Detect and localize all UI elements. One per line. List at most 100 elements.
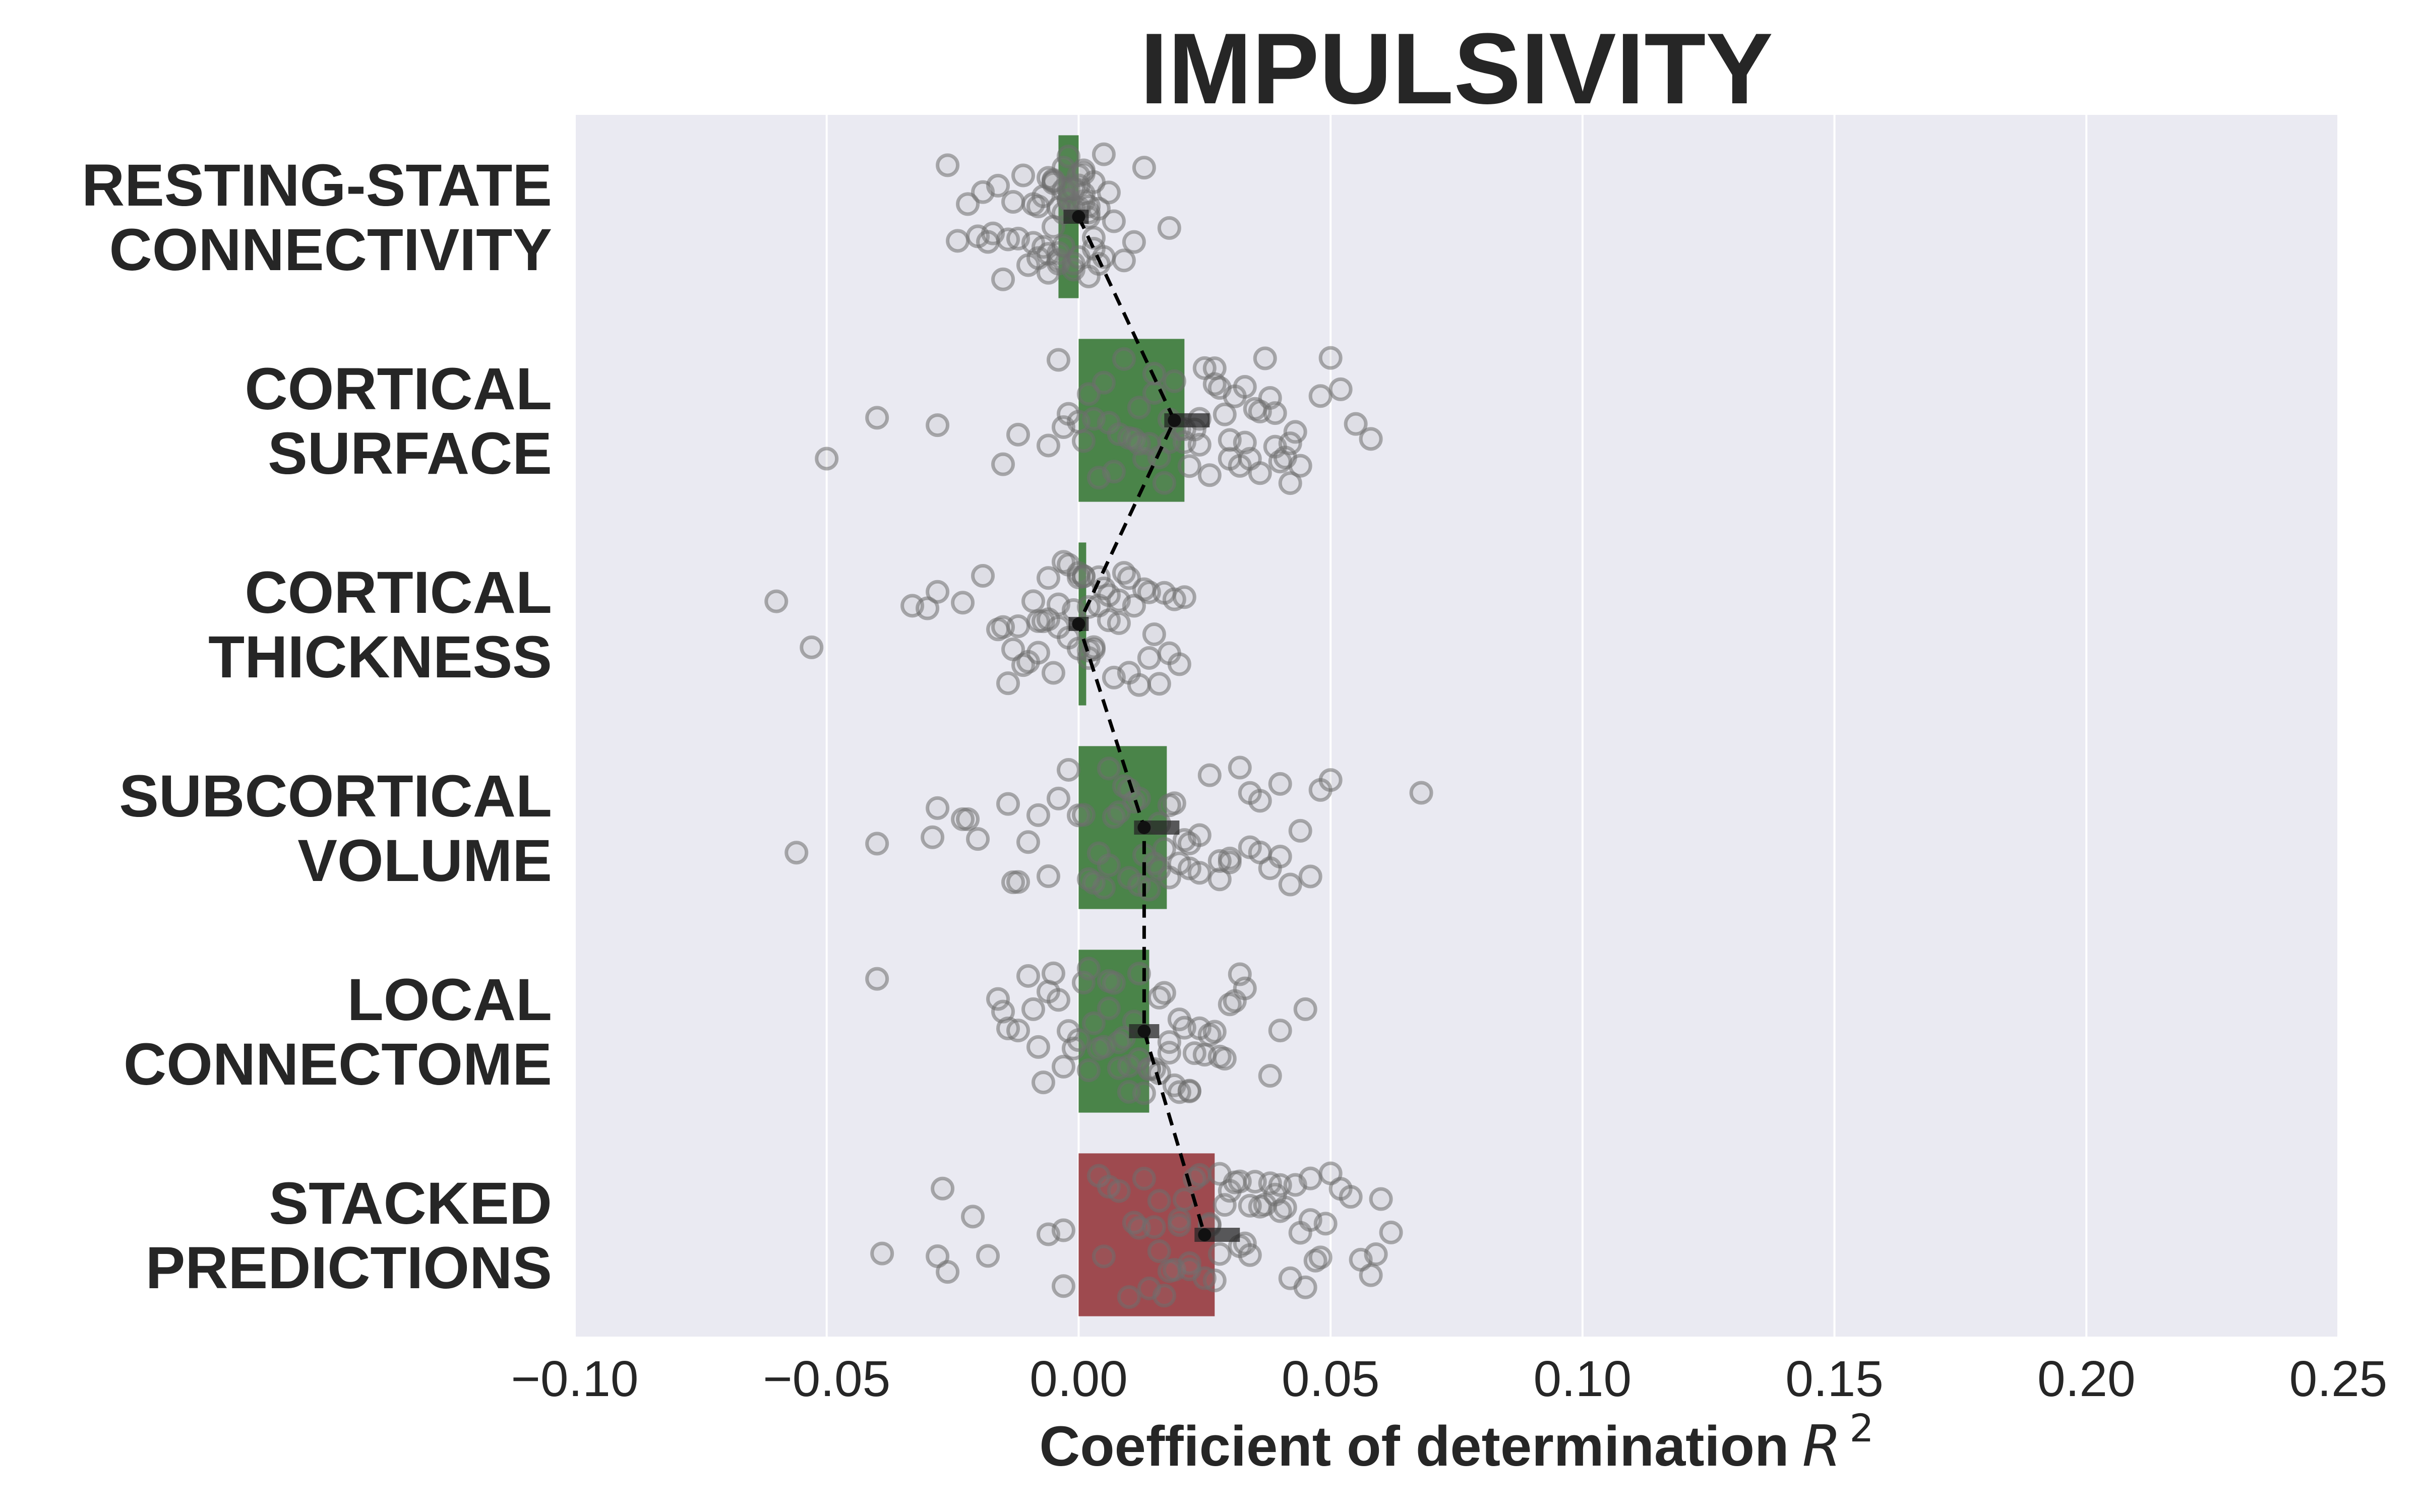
point-3-49	[1318, 768, 1343, 792]
mean-marker-0	[1072, 210, 1085, 223]
point-4-53	[1097, 969, 1121, 993]
point-2-17	[1041, 661, 1065, 685]
point-0-63	[1092, 142, 1116, 166]
point-3-46	[1288, 818, 1312, 843]
point-2-58	[1036, 607, 1060, 632]
point-1-58	[1359, 427, 1383, 451]
category-label-0-line-0: RESTING-STATE	[82, 152, 552, 219]
grid	[574, 115, 2339, 1337]
point-1-46	[1253, 346, 1277, 370]
point-5-7	[1051, 1274, 1075, 1298]
point-4-48	[1233, 976, 1257, 1000]
point-0-3	[991, 267, 1015, 291]
x-tick-label-5: 0.15	[1785, 1351, 1884, 1407]
point-5-62	[1177, 1257, 1201, 1282]
point-5-20	[1152, 1284, 1176, 1308]
category-label-1-line-1: SURFACE	[268, 420, 552, 487]
x-tick-labels: −0.10 −0.05 0.00 0.05 0.10 0.15 0.20 0.25	[511, 1351, 2387, 1407]
point-2-0	[764, 589, 789, 613]
point-0-53	[986, 173, 1010, 198]
point-3-10	[1016, 830, 1040, 854]
point-4-15	[1066, 1028, 1091, 1052]
category-label-1-line-0: CORTICAL	[245, 356, 552, 422]
point-2-52	[1097, 583, 1121, 607]
point-3-11	[1026, 803, 1050, 827]
category-label-4: LOCAL CONNECTOME	[124, 967, 552, 1098]
category-labels: RESTING-STATE CONNECTIVITY CORTICAL SURFACE…	[82, 152, 552, 1301]
category-label-2: CORTICAL THICKNESS	[208, 559, 552, 690]
x-tick-label-4: 0.10	[1534, 1351, 1632, 1407]
point-3-3	[926, 796, 950, 820]
point-4-49	[1258, 1064, 1282, 1088]
point-4-32	[1152, 981, 1176, 1005]
point-5-16	[1132, 1166, 1156, 1190]
point-5-61	[1147, 1189, 1171, 1213]
mean-marker-5	[1198, 1228, 1212, 1241]
point-4-27	[1127, 962, 1151, 986]
point-2-3	[916, 596, 940, 620]
point-2-40	[1142, 622, 1166, 647]
point-3-2	[921, 825, 945, 849]
point-1-64	[1278, 431, 1302, 456]
point-0-43	[1097, 180, 1121, 205]
category-label-3-line-0: SUBCORTICAL	[119, 763, 552, 830]
point-1-11	[1076, 382, 1101, 406]
category-label-0: RESTING-STATE CONNECTIVITY	[82, 152, 552, 283]
point-1-28	[1162, 369, 1186, 393]
point-5-19	[1147, 1239, 1171, 1264]
point-2-37	[1127, 673, 1151, 697]
point-3-12	[1036, 864, 1060, 889]
point-4-21	[1097, 996, 1121, 1021]
point-5-37	[1238, 1243, 1262, 1267]
point-5-4	[961, 1205, 985, 1229]
point-3-58	[1086, 841, 1111, 865]
point-3-62	[1207, 849, 1232, 873]
point-5-67	[1167, 1213, 1191, 1237]
point-4-56	[1157, 1030, 1181, 1054]
point-4-11	[1046, 988, 1070, 1012]
chart-title: IMPULSIVITY	[1140, 13, 1773, 125]
point-0-56	[1026, 195, 1050, 219]
point-3-64	[1268, 772, 1292, 796]
point-5-58	[1364, 1242, 1388, 1267]
x-tick-label-7: 0.25	[2289, 1351, 2388, 1407]
point-3-47	[1298, 864, 1322, 889]
category-label-2-line-1: THICKNESS	[208, 624, 552, 690]
point-1-35	[1197, 463, 1222, 487]
point-5-12	[1107, 1179, 1131, 1203]
point-1-38	[1213, 402, 1237, 426]
point-5-60	[1379, 1220, 1403, 1244]
point-2-8	[996, 671, 1020, 696]
point-1-68	[1233, 430, 1257, 455]
point-1-33	[1187, 432, 1212, 457]
point-2-36	[1122, 594, 1146, 618]
point-0-65	[1061, 177, 1085, 201]
point-5-49	[1298, 1166, 1322, 1190]
point-0-45	[1112, 248, 1136, 273]
point-1-1	[865, 406, 889, 430]
point-4-5	[1016, 964, 1040, 988]
category-label-5: STACKED PREDICTIONS	[146, 1170, 552, 1301]
point-0-50	[946, 229, 970, 253]
x-tick-label-1: −0.05	[763, 1351, 890, 1407]
point-5-27	[1187, 1163, 1212, 1187]
point-1-53	[1288, 454, 1312, 478]
point-2-4	[926, 580, 950, 604]
point-3-51	[1076, 867, 1101, 891]
point-5-31	[1207, 1242, 1232, 1266]
point-1-31	[1177, 454, 1201, 478]
point-2-47	[991, 615, 1015, 639]
point-4-42	[1202, 1020, 1227, 1044]
point-3-63	[1238, 781, 1262, 805]
point-0-52	[976, 230, 1000, 254]
point-3-0	[784, 841, 809, 865]
point-1-42	[1233, 375, 1257, 399]
point-3-54	[1157, 793, 1181, 817]
point-2-55	[1056, 552, 1080, 577]
point-4-12	[1051, 1054, 1075, 1079]
point-1-56	[1328, 377, 1353, 401]
point-3-60	[1147, 857, 1171, 881]
point-1-26	[1152, 471, 1176, 495]
point-1-4	[1006, 422, 1030, 447]
point-4-58	[1107, 1056, 1131, 1080]
